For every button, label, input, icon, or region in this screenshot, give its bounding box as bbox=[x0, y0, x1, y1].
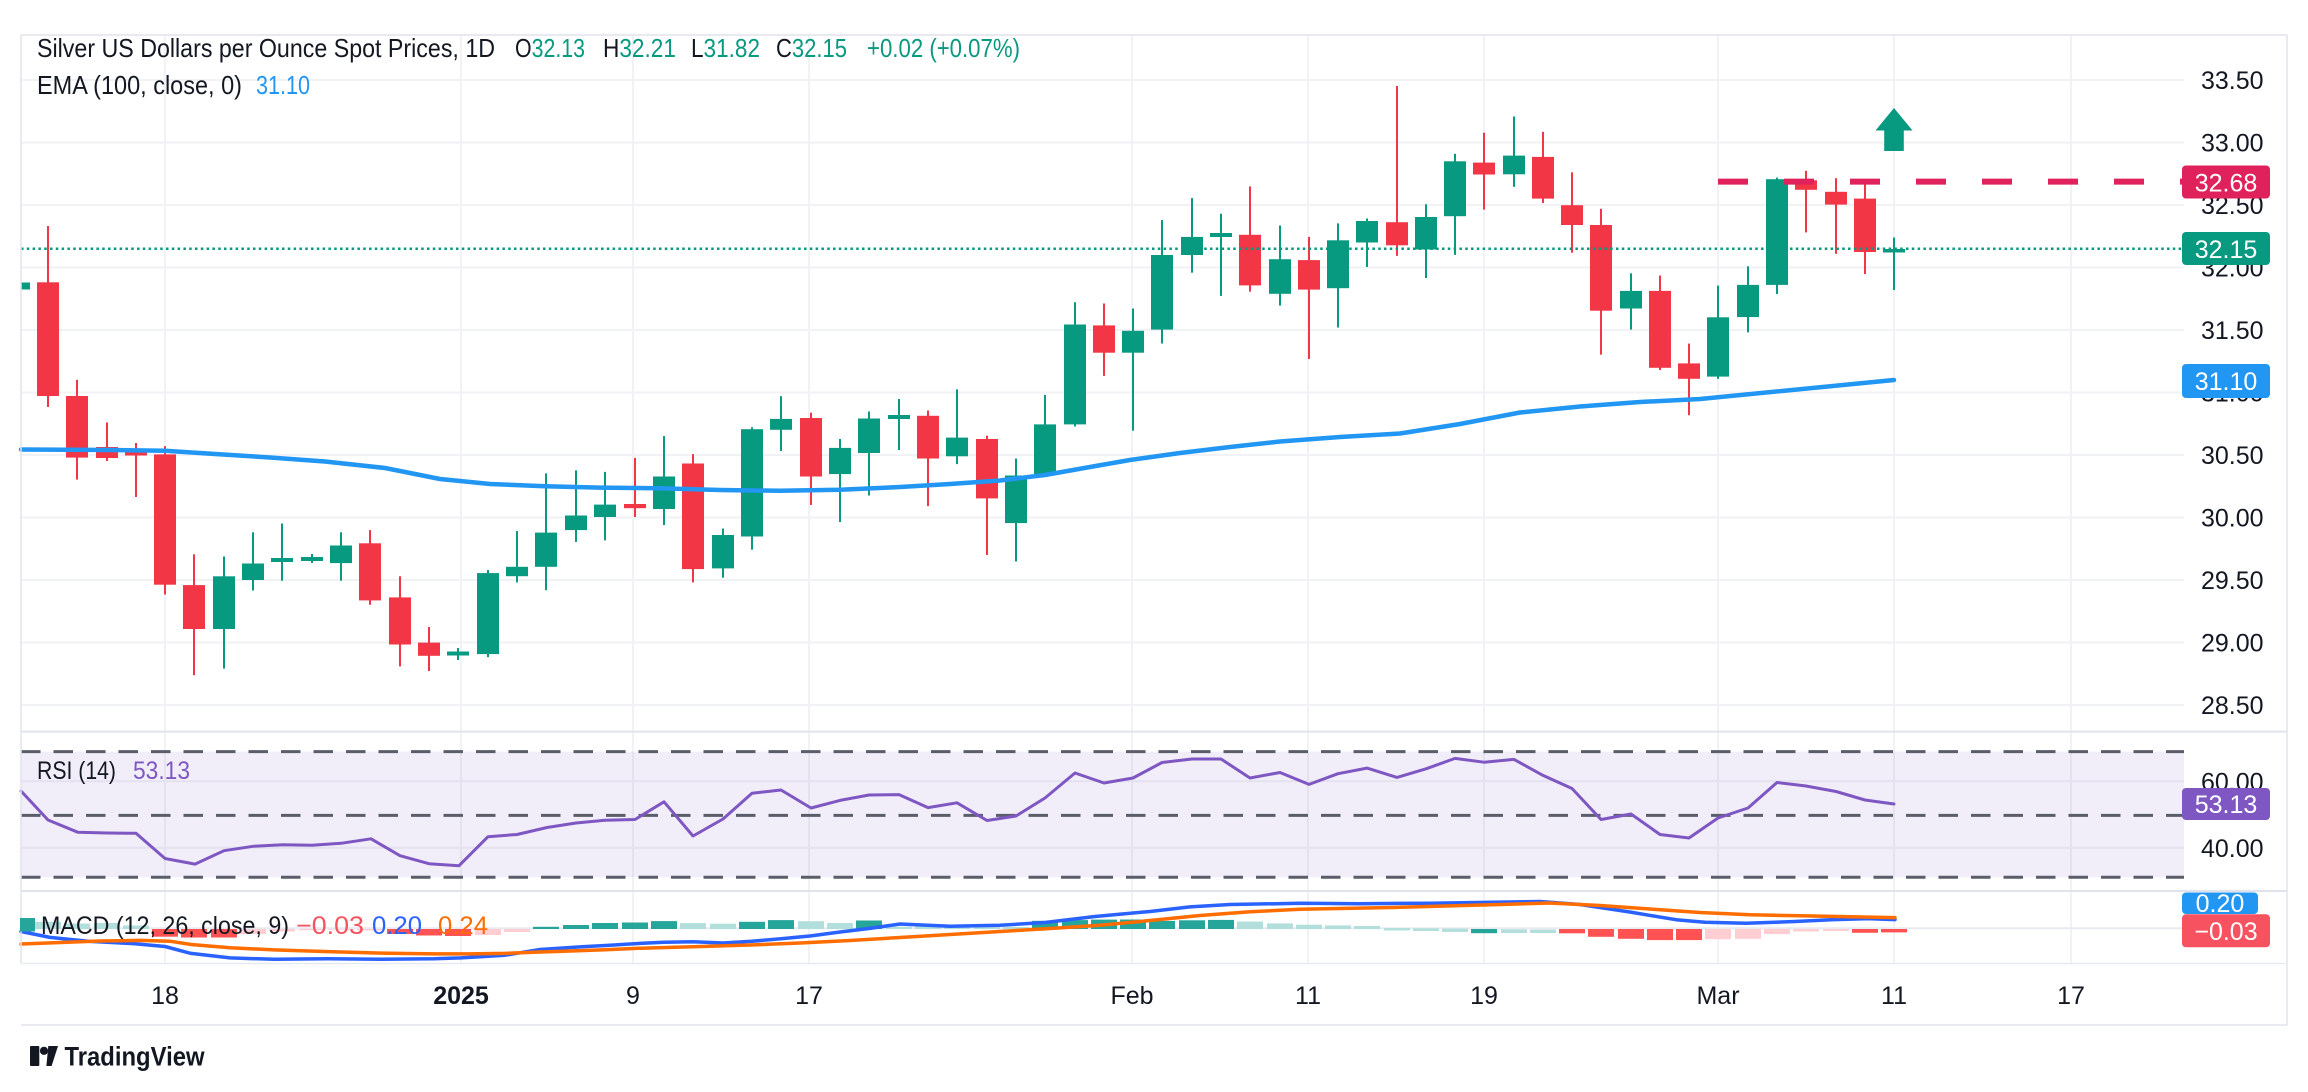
svg-text:29.00: 29.00 bbox=[2201, 630, 2264, 658]
svg-text:18: 18 bbox=[151, 982, 179, 1010]
svg-text:29.50: 29.50 bbox=[2201, 567, 2264, 595]
svg-text:17: 17 bbox=[2057, 982, 2085, 1010]
svg-text:−0.03: −0.03 bbox=[2194, 918, 2257, 946]
svg-text:33.00: 33.00 bbox=[2201, 130, 2264, 158]
svg-text:32.15: 32.15 bbox=[2195, 236, 2258, 264]
svg-text:+0.02 (+0.07%): +0.02 (+0.07%) bbox=[867, 33, 1020, 63]
svg-text:RSI (14): RSI (14) bbox=[37, 757, 116, 785]
svg-text:53.13: 53.13 bbox=[133, 757, 190, 785]
svg-text:32.68: 32.68 bbox=[2195, 170, 2258, 198]
svg-text:33.50: 33.50 bbox=[2201, 67, 2264, 95]
svg-text:0.24: 0.24 bbox=[438, 912, 488, 940]
svg-text:30.50: 30.50 bbox=[2201, 442, 2264, 470]
svg-text:H32.21: H32.21 bbox=[603, 33, 676, 63]
svg-text:53.13: 53.13 bbox=[2195, 791, 2258, 819]
svg-text:O32.13: O32.13 bbox=[515, 33, 585, 63]
svg-text:28.50: 28.50 bbox=[2201, 692, 2264, 720]
svg-text:31.10: 31.10 bbox=[2195, 368, 2258, 396]
svg-text:L31.82: L31.82 bbox=[691, 33, 760, 63]
svg-text:TradingView: TradingView bbox=[65, 1042, 206, 1072]
svg-text:17: 17 bbox=[795, 982, 823, 1010]
svg-text:9: 9 bbox=[626, 982, 640, 1010]
svg-text:0.20: 0.20 bbox=[372, 912, 422, 940]
svg-text:Mar: Mar bbox=[1696, 982, 1739, 1010]
svg-text:Silver US Dollars per Ounce Sp: Silver US Dollars per Ounce Spot Prices,… bbox=[37, 33, 495, 63]
svg-text:MACD (12, 26, close, 9): MACD (12, 26, close, 9) bbox=[41, 912, 289, 940]
svg-text:40.00: 40.00 bbox=[2201, 835, 2264, 863]
svg-text:11: 11 bbox=[1881, 982, 1907, 1010]
svg-text:2025: 2025 bbox=[433, 982, 489, 1010]
svg-text:31.50: 31.50 bbox=[2201, 317, 2264, 345]
svg-text:11: 11 bbox=[1295, 982, 1321, 1010]
svg-text:EMA (100, close, 0): EMA (100, close, 0) bbox=[37, 70, 242, 100]
svg-text:0.20: 0.20 bbox=[2196, 890, 2245, 918]
svg-text:30.00: 30.00 bbox=[2201, 505, 2264, 533]
svg-text:−0.03: −0.03 bbox=[296, 912, 364, 940]
svg-text:31.10: 31.10 bbox=[256, 70, 310, 100]
svg-text:19: 19 bbox=[1470, 982, 1498, 1010]
svg-text:Feb: Feb bbox=[1110, 982, 1153, 1010]
svg-text:C32.15: C32.15 bbox=[776, 33, 847, 63]
